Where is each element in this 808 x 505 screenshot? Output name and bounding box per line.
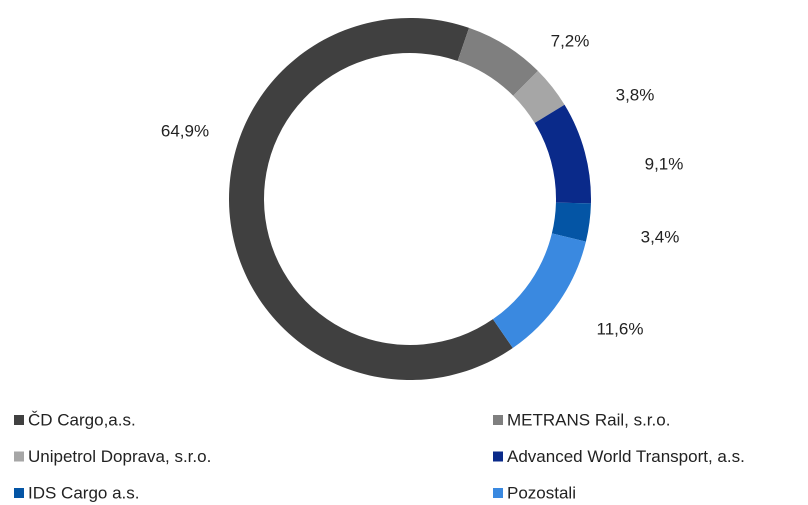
- data-label: 9,1%: [645, 154, 684, 173]
- legend-swatch: [493, 488, 503, 498]
- legend-swatch: [14, 415, 24, 425]
- legend-label: METRANS Rail, s.r.o.: [507, 410, 670, 429]
- data-label: 64,9%: [161, 121, 209, 140]
- donut-segment: [513, 70, 565, 124]
- legend-label: ČD Cargo,a.s.: [28, 410, 136, 429]
- legend-label: Unipetrol Doprava, s.r.o.: [28, 447, 211, 466]
- legend-swatch: [14, 488, 24, 498]
- data-label: 7,2%: [551, 31, 590, 50]
- donut-segment: [457, 27, 538, 96]
- data-label: 11,6%: [597, 319, 644, 338]
- legend-label: Pozostali: [507, 483, 576, 502]
- donut-segment: [551, 202, 591, 242]
- legend-label: Advanced World Transport, a.s.: [507, 447, 745, 466]
- legend-swatch: [14, 451, 24, 462]
- donut-segment: [534, 104, 591, 204]
- legend-label: IDS Cargo a.s.: [28, 483, 140, 502]
- data-label: 3,4%: [641, 227, 680, 246]
- data-label: 3,8%: [616, 85, 655, 104]
- legend-swatch: [493, 451, 503, 462]
- donut-segment: [229, 18, 513, 381]
- donut-segment: [492, 233, 586, 348]
- legend-swatch: [493, 415, 503, 425]
